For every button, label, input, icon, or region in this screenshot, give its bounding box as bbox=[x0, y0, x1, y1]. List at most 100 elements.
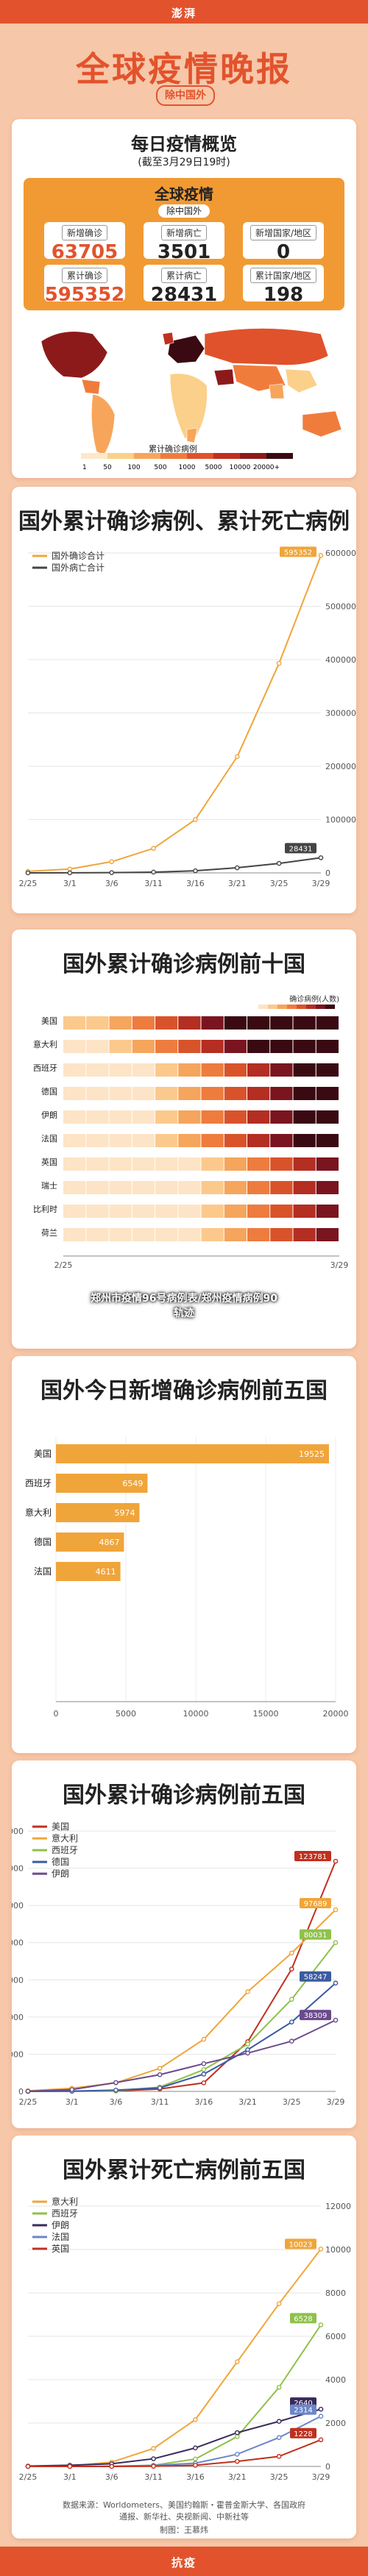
data-point bbox=[201, 2061, 207, 2066]
x-tick-label: 10000 bbox=[183, 1709, 209, 1719]
stat-label: 新增国家/地区 bbox=[250, 225, 317, 240]
heatmap-legend-swatch bbox=[306, 1005, 316, 1009]
end-label-box bbox=[285, 843, 316, 854]
cumulative-line-chart: 0 100000 200000 300000 400000 500000 600000 2/2… bbox=[19, 546, 356, 888]
chart-panel-3: 国外今日新增确诊病例前五国 0 5000 10000 15000 20000 美国 1952… bbox=[12, 1356, 356, 1753]
heatmap-cell bbox=[155, 1205, 178, 1218]
heatmap-cell bbox=[293, 1063, 316, 1077]
bar-value-label: 4611 bbox=[96, 1567, 116, 1577]
heatmap-legend-swatch bbox=[268, 1005, 277, 1009]
y-tick-label: 120000 bbox=[12, 1864, 24, 1874]
y-tick-label: 0 bbox=[325, 868, 330, 878]
legend-label: 法国 bbox=[52, 2232, 69, 2242]
heatmap-row-label: 美国 bbox=[41, 1016, 57, 1026]
x-tick-label: 20000 bbox=[323, 1709, 349, 1719]
overlay-caption: 郑州市疫情96号病例表/郑州疫情病例90轨迹 bbox=[90, 1293, 278, 1319]
data-point bbox=[201, 2036, 207, 2042]
heatmap-cell bbox=[293, 1157, 316, 1171]
y-tick-label: 20000 bbox=[12, 2049, 24, 2059]
heatmap-cell bbox=[63, 1016, 86, 1030]
heatmap-cell bbox=[247, 1181, 270, 1194]
data-point bbox=[234, 2434, 240, 2439]
x-tick-label: 3/29 bbox=[330, 1260, 349, 1270]
heatmap-cell bbox=[132, 1181, 155, 1194]
y-tick-label: 12000 bbox=[325, 2202, 351, 2211]
series-line-0 bbox=[27, 2248, 322, 2467]
heatmap-cell bbox=[247, 1228, 270, 1241]
bar-category-label: 法国 bbox=[34, 1566, 52, 1577]
data-point bbox=[333, 1980, 339, 1986]
data-point bbox=[234, 2452, 240, 2457]
footer-logo: 抗疫 bbox=[171, 2556, 197, 2569]
heatmap-cell bbox=[155, 1110, 178, 1124]
stat-2: 新增国家/地区 0 bbox=[243, 222, 324, 263]
legend-label: 国外确诊合计 bbox=[52, 550, 105, 561]
y-tick-label: 500000 bbox=[325, 602, 356, 612]
data-point bbox=[333, 1940, 339, 1945]
series-line-1 bbox=[27, 1909, 336, 2092]
heatmap-cell bbox=[270, 1181, 293, 1194]
heatmap-cell bbox=[316, 1134, 339, 1147]
data-point bbox=[234, 2430, 240, 2436]
data-point bbox=[113, 2080, 118, 2086]
x-tick-label: 3/16 bbox=[195, 2097, 213, 2107]
heatmap-cell bbox=[293, 1040, 316, 1053]
heatmap-cell bbox=[201, 1205, 224, 1218]
legend-swatch-6 bbox=[240, 453, 266, 459]
data-point bbox=[289, 2038, 294, 2044]
data-point bbox=[276, 2301, 282, 2306]
data-point bbox=[234, 865, 240, 871]
page-subtitle: 除中国外 bbox=[156, 85, 215, 106]
heatmap-cell bbox=[86, 1205, 109, 1218]
legend-swatch-4 bbox=[187, 453, 213, 459]
heatmap-cell bbox=[293, 1087, 316, 1100]
series-line-1 bbox=[28, 2324, 322, 2467]
heatmap-cell bbox=[132, 1228, 155, 1241]
top5-deaths-line-chart: 0 2000 4000 6000 8000 10000 12000 2/25 3/1 3/6 3/1… bbox=[19, 2196, 351, 2482]
bar-4 bbox=[56, 1562, 121, 1581]
data-point bbox=[234, 2458, 240, 2464]
y-tick-label: 8000 bbox=[325, 2288, 346, 2298]
chart-panel-1: 国外累计确诊病例、累计死亡病例 0 100000 200000 300000 40000… bbox=[12, 487, 356, 913]
end-label-box bbox=[280, 546, 316, 557]
legend-swatch-3 bbox=[160, 453, 187, 459]
y-tick-label: 300000 bbox=[325, 709, 356, 718]
stat-label: 累计病亡 bbox=[160, 268, 207, 283]
data-point bbox=[276, 660, 282, 666]
heatmap-cell bbox=[109, 1110, 132, 1124]
legend-swatch-5 bbox=[213, 453, 240, 459]
heatmap-cell bbox=[132, 1040, 155, 1053]
heatmap-cell bbox=[316, 1016, 339, 1030]
heatmap-cell bbox=[109, 1016, 132, 1030]
y-tick-label: 4000 bbox=[325, 2375, 346, 2385]
chart-title-3: 国外今日新增确诊病例前五国 bbox=[40, 1378, 328, 1404]
legend-swatch-1 bbox=[107, 453, 134, 459]
heatmap-row-label: 荷兰 bbox=[41, 1228, 57, 1238]
x-tick-label: 3/25 bbox=[270, 879, 289, 888]
end-label-box bbox=[294, 1851, 331, 1862]
source-line-1: 数据来源：Worldometers、美国约翰斯・霍普金斯大学、各国政府 bbox=[62, 2500, 306, 2510]
data-point bbox=[67, 870, 73, 876]
heatmap-cell bbox=[201, 1063, 224, 1077]
map-region-8 bbox=[169, 373, 208, 439]
heatmap-cell bbox=[132, 1157, 155, 1171]
heatmap-cell bbox=[316, 1063, 339, 1077]
top-bar: 澎湃 bbox=[0, 0, 368, 24]
x-tick-label: 3/11 bbox=[144, 2472, 163, 2482]
series-line-3 bbox=[27, 1982, 336, 2092]
x-tick-label: 3/25 bbox=[270, 2472, 289, 2482]
bar-category-label: 美国 bbox=[34, 1449, 52, 1459]
end-label-box bbox=[300, 2010, 331, 2021]
legend-label: 意大利 bbox=[52, 2196, 78, 2207]
bar-value-label: 4867 bbox=[99, 1538, 119, 1547]
bar-2 bbox=[56, 1503, 140, 1522]
data-point bbox=[201, 2067, 207, 2072]
map-region-9 bbox=[186, 427, 198, 443]
heatmap-row-label: 比利时 bbox=[33, 1205, 57, 1214]
chart-title-1: 国外累计确诊病例、累计死亡病例 bbox=[18, 509, 350, 535]
heatmap-legend-title: 确诊病例(人数) bbox=[289, 994, 339, 1004]
heatmap-cell bbox=[224, 1016, 247, 1030]
map-region-4 bbox=[162, 332, 174, 346]
heatmap-legend-swatch bbox=[277, 1005, 287, 1009]
heatmap-cell bbox=[201, 1228, 224, 1241]
